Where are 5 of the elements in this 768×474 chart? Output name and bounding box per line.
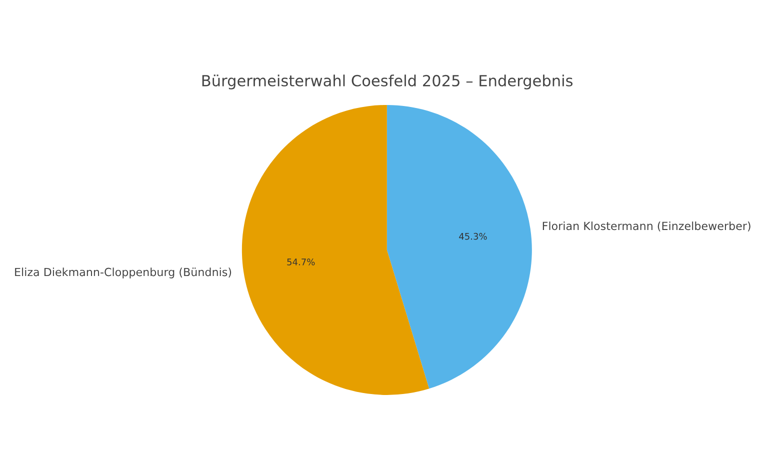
data-label: 45.3% bbox=[459, 232, 487, 240]
data-label: 54.7% bbox=[287, 258, 315, 266]
chart-title: Bürgermeisterwahl Coesfeld 2025 – Endergebnis bbox=[202, 74, 573, 90]
slice-label: Florian Klostermann (Einzelbewerber) bbox=[542, 222, 750, 232]
slice-label: Eliza Diekmann-Cloppenburg (Bündnis) bbox=[15, 268, 232, 278]
